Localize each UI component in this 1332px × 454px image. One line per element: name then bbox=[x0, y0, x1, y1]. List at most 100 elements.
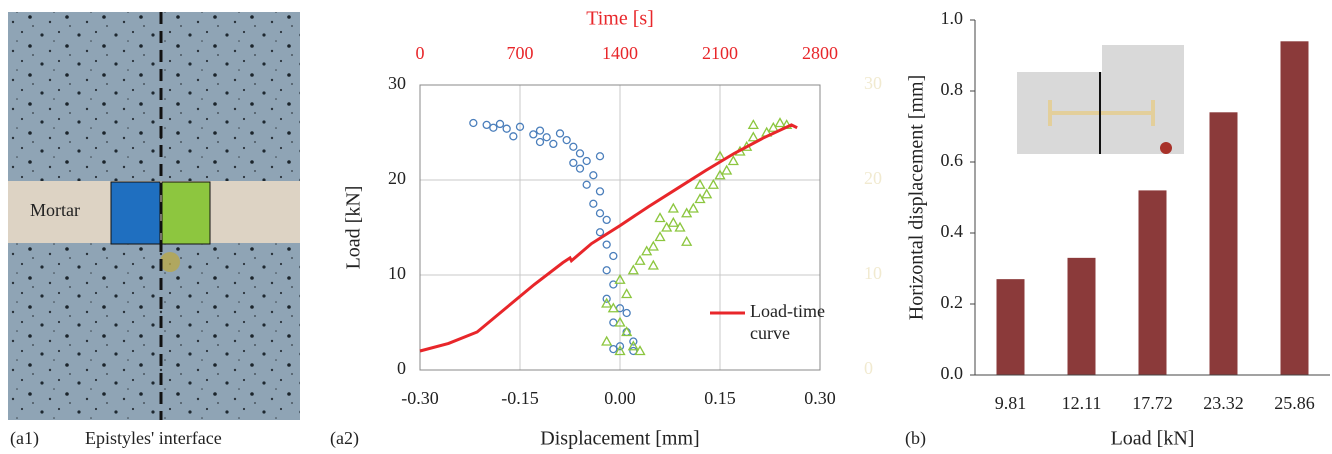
circle-point bbox=[595, 209, 605, 218]
triangle-point bbox=[707, 178, 719, 189]
triangle-point bbox=[714, 150, 726, 161]
bar bbox=[1209, 112, 1238, 376]
x2-tick-label: 2800 bbox=[802, 43, 838, 63]
triangle-point bbox=[614, 273, 626, 284]
circle-point bbox=[509, 132, 518, 141]
circle-point bbox=[555, 129, 565, 138]
circle-point bbox=[502, 124, 511, 133]
triangle-point bbox=[747, 131, 759, 142]
circle-point bbox=[489, 123, 498, 132]
circle-point bbox=[582, 180, 591, 189]
circle-point bbox=[609, 344, 618, 354]
circle-point bbox=[535, 126, 545, 135]
circle-point bbox=[595, 152, 605, 161]
y-axis-label: Load [kN] bbox=[343, 186, 365, 270]
y-tick-label: 0.0 bbox=[941, 363, 964, 383]
triangle-point bbox=[601, 335, 613, 346]
target bbox=[160, 252, 180, 272]
x-tick-label: 12.11 bbox=[1062, 393, 1102, 413]
triangle-point bbox=[647, 259, 659, 270]
triangle-point bbox=[621, 326, 633, 337]
x2-tick-label: 700 bbox=[507, 43, 534, 63]
y-tick-label: 0.2 bbox=[941, 292, 964, 312]
x-axis-label: Displacement [mm] bbox=[540, 428, 699, 450]
circle-point bbox=[515, 122, 525, 131]
triangle-point bbox=[601, 297, 613, 308]
triangle-point bbox=[654, 212, 666, 223]
circle-point bbox=[529, 130, 538, 139]
triangle-point bbox=[667, 216, 679, 227]
green-region bbox=[161, 181, 211, 245]
circle-point bbox=[582, 156, 591, 166]
y-tick-label: 0.4 bbox=[941, 221, 964, 241]
triangle-point bbox=[774, 117, 786, 128]
y-tick-label: 10 bbox=[388, 263, 406, 283]
triangle-point bbox=[674, 221, 686, 232]
triangle-point bbox=[694, 193, 706, 204]
circle-point bbox=[622, 308, 631, 318]
band-label: Mortar bbox=[30, 200, 80, 220]
triangle-point bbox=[627, 264, 639, 275]
triangle-point bbox=[667, 202, 679, 213]
y-tick-label: 0.8 bbox=[941, 79, 964, 99]
circle-point bbox=[609, 280, 618, 289]
triangle-point bbox=[647, 240, 659, 251]
load-time-line bbox=[419, 123, 798, 353]
x2-tick-label: 0 bbox=[416, 43, 425, 63]
triangle-point bbox=[747, 119, 759, 130]
x2-tick-label: 1400 bbox=[602, 43, 638, 63]
x2-axis-label: Time [s] bbox=[586, 8, 654, 30]
circle-point bbox=[602, 294, 611, 303]
bar bbox=[996, 279, 1025, 375]
triangle-point bbox=[654, 231, 666, 242]
y-tick-label: 20 bbox=[388, 168, 406, 188]
triangle-point bbox=[661, 221, 673, 232]
circle-point bbox=[562, 135, 571, 145]
circle-point bbox=[535, 137, 545, 147]
bar bbox=[1138, 190, 1167, 375]
photo: Mortar bbox=[8, 12, 300, 420]
circle-point bbox=[609, 251, 618, 261]
y2-tick-label: 20 bbox=[864, 168, 882, 188]
inset-block bbox=[1102, 45, 1184, 154]
panel-label: (a2) bbox=[330, 428, 359, 449]
triangle-point bbox=[681, 207, 693, 218]
circle-point bbox=[482, 120, 491, 130]
circle-point bbox=[602, 215, 611, 225]
triangle-point bbox=[614, 345, 626, 356]
y-tick-label: 0 bbox=[397, 358, 406, 378]
x-tick-label: -0.30 bbox=[401, 388, 439, 408]
bar bbox=[1067, 257, 1096, 375]
circle-point bbox=[595, 187, 605, 196]
y-tick-label: 30 bbox=[388, 73, 406, 93]
circle-point bbox=[469, 118, 478, 128]
triangle-point bbox=[614, 316, 626, 327]
circle-point bbox=[549, 139, 558, 149]
panel-label: (b) bbox=[905, 428, 926, 449]
triangle-point bbox=[727, 155, 739, 166]
circle-point bbox=[575, 164, 585, 173]
x-axis-label: Load [kN] bbox=[1111, 428, 1195, 450]
x-tick-label: 17.72 bbox=[1132, 393, 1173, 413]
legend-label: Load-time curve bbox=[750, 301, 825, 343]
y-tick-label: 1.0 bbox=[941, 8, 964, 28]
triangle-point bbox=[634, 345, 646, 356]
circle-point bbox=[595, 228, 605, 237]
x-tick-label: 9.81 bbox=[995, 393, 1027, 413]
triangle-point bbox=[687, 202, 699, 213]
plot-frame bbox=[419, 84, 821, 371]
x-tick-label: 23.32 bbox=[1203, 393, 1244, 413]
y-tick-label: 0.6 bbox=[941, 150, 964, 170]
circle-point bbox=[602, 240, 611, 249]
triangle-point bbox=[694, 178, 706, 189]
x-tick-label: 25.86 bbox=[1274, 393, 1315, 413]
y2-tick-label: 10 bbox=[864, 263, 882, 283]
circle-point bbox=[569, 142, 578, 151]
inset-dot bbox=[1160, 142, 1172, 154]
y2-tick-label: 30 bbox=[864, 73, 882, 93]
triangle-point bbox=[681, 235, 693, 246]
blue-region bbox=[110, 181, 161, 245]
circle-point bbox=[542, 133, 551, 142]
circle-point bbox=[575, 149, 585, 158]
